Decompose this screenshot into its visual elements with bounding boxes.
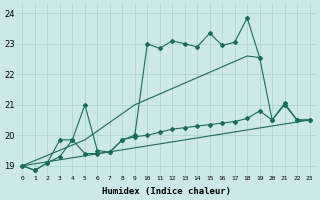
X-axis label: Humidex (Indice chaleur): Humidex (Indice chaleur) — [101, 187, 230, 196]
